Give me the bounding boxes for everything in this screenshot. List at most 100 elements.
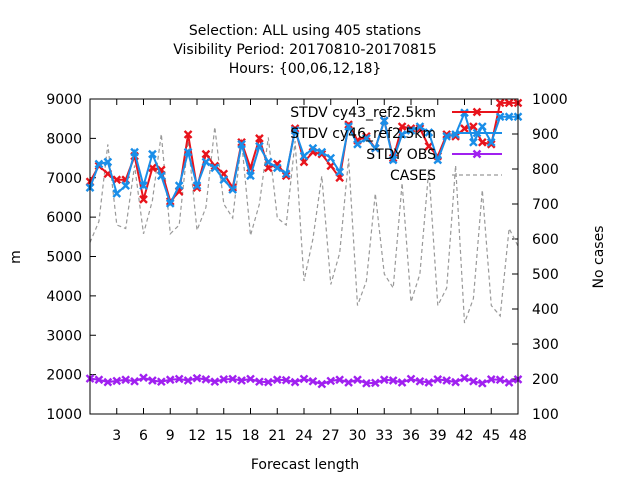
- data-point: [433, 375, 443, 384]
- title-line-2: Visibility Period: 20170810-20170815: [173, 42, 437, 58]
- data-point: [192, 373, 202, 383]
- data-point: [469, 122, 478, 131]
- data-point: [477, 378, 487, 388]
- y2-tick-label: 100: [532, 407, 559, 423]
- data-point: [477, 137, 487, 147]
- data-point: [308, 143, 318, 153]
- data-point: [263, 157, 273, 167]
- data-point: [504, 378, 514, 387]
- data-point: [308, 376, 318, 386]
- data-point: [281, 375, 291, 385]
- data-point: [353, 139, 362, 149]
- data-point: [201, 149, 211, 159]
- x-tick-label: 30: [349, 428, 367, 444]
- y-ticks: 1000 2000 3000 4000 5000 6000 7000 8000 9000: [46, 92, 96, 423]
- data-point: [112, 376, 122, 386]
- data-point: [433, 155, 443, 165]
- data-point: [460, 373, 469, 383]
- data-point: [326, 161, 336, 171]
- data-point: [379, 116, 389, 126]
- title-line-3: Hours: {00,06,12,18}: [229, 61, 382, 77]
- data-point: [246, 374, 255, 384]
- data-point: [335, 167, 345, 177]
- data-point: [94, 375, 104, 385]
- y2-axis-label: No cases: [591, 226, 607, 289]
- data-point: [121, 375, 131, 385]
- data-point: [460, 124, 469, 133]
- x-tick-label: 3: [112, 428, 121, 444]
- y-axis-label: m: [8, 250, 24, 264]
- plot-frame: [89, 98, 519, 415]
- y-tick-label: 3000: [46, 328, 82, 344]
- x-tick-label: 27: [322, 428, 340, 444]
- data-point: [237, 376, 246, 385]
- y-tick-label: 2000: [46, 368, 82, 384]
- data-point: [362, 378, 371, 388]
- data-point: [442, 376, 452, 385]
- data-point: [94, 159, 104, 169]
- y2-tick-label: 700: [532, 197, 559, 213]
- data-point: [397, 122, 407, 131]
- data-point: [174, 181, 184, 190]
- data-point: [210, 163, 220, 173]
- data-point: [415, 124, 425, 133]
- legend-item: STDV cy43_ref2.5km: [290, 105, 502, 121]
- data-point: [281, 171, 291, 181]
- x-tick-label: 12: [188, 428, 206, 444]
- data-point: [504, 98, 514, 108]
- data-point: [299, 151, 309, 161]
- x-tick-label: 48: [509, 428, 527, 444]
- y2-tick-label: 600: [532, 232, 559, 248]
- data-point: [495, 112, 505, 122]
- data-point: [442, 132, 452, 141]
- data-point: [219, 175, 229, 185]
- data-point: [281, 169, 291, 179]
- data-point: [210, 377, 220, 387]
- data-point: [139, 181, 148, 190]
- data-point: [290, 126, 300, 135]
- data-point: [317, 147, 327, 157]
- y-tick-label: 1000: [46, 407, 82, 423]
- x-tick-label: 21: [268, 428, 286, 444]
- y2-tick-label: 200: [532, 372, 559, 388]
- data-point: [451, 377, 460, 387]
- y-tick-label: 6000: [46, 210, 82, 226]
- legend: STDV cy43_ref2.5km STDV cy46_ref2.5km STDY…: [290, 105, 502, 184]
- data-point: [317, 379, 327, 389]
- y2-tick-label: 300: [532, 337, 559, 353]
- data-point: [156, 171, 166, 181]
- x-tick-label: 9: [166, 428, 175, 444]
- legend-label: STDV cy46_ref2.5km: [290, 126, 436, 142]
- data-point: [388, 155, 398, 165]
- data-point: [335, 375, 345, 385]
- data-point: [424, 141, 434, 151]
- data-point: [237, 139, 246, 149]
- data-point: [165, 198, 175, 208]
- data-point: [344, 378, 353, 387]
- legend-item: STDY OBS: [366, 147, 502, 163]
- y2-tick-label: 900: [532, 127, 559, 143]
- x-axis-label: Forecast length: [251, 457, 359, 473]
- series-cases: [89, 126, 519, 324]
- legend-marker: [472, 107, 482, 117]
- y-tick-label: 7000: [46, 171, 82, 187]
- data-point: [263, 377, 273, 387]
- data-point: [246, 171, 255, 181]
- data-point: [183, 147, 193, 157]
- data-point: [469, 137, 478, 147]
- x-tick-label: 15: [215, 428, 233, 444]
- data-point: [255, 134, 264, 143]
- data-point: [228, 185, 238, 194]
- data-point: [486, 375, 496, 384]
- data-point: [397, 378, 407, 387]
- legend-item: STDV cy46_ref2.5km: [290, 126, 502, 142]
- legend-label: STDV cy43_ref2.5km: [290, 105, 436, 121]
- data-point: [388, 376, 398, 385]
- data-point: [486, 139, 496, 149]
- data-point: [272, 163, 282, 173]
- data-point: [219, 375, 229, 384]
- y-tick-label: 5000: [46, 250, 82, 266]
- data-point: [272, 375, 282, 385]
- legend-item: CASES: [390, 168, 502, 184]
